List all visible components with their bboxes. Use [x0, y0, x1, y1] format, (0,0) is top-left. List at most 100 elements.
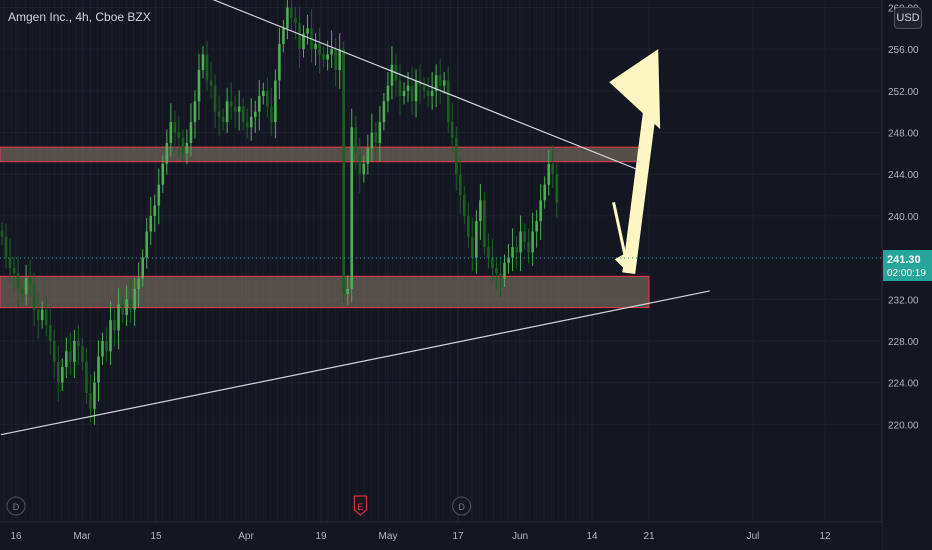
zone-1[interactable] [0, 146, 650, 163]
candle-body [262, 90, 265, 97]
time-tick-label: Jul [747, 531, 760, 542]
candle-body [193, 101, 197, 123]
candle-body [366, 148, 370, 164]
candle-body [322, 54, 325, 60]
candle-body [12, 268, 16, 274]
candle-body [153, 205, 157, 216]
candle-body [101, 340, 104, 357]
candle-body [266, 90, 269, 107]
candle-body [507, 257, 510, 263]
time-tick-label: 21 [643, 531, 655, 542]
candle-body [237, 106, 241, 112]
currency-button[interactable]: USD [894, 7, 922, 29]
candle-body [350, 127, 354, 289]
candle-body [145, 231, 149, 258]
event-marker-d[interactable]: D [6, 496, 26, 516]
trendline-1[interactable] [0, 0, 640, 171]
time-axis[interactable]: 16 Mar 15 Apr 19 May 17 Jun 14 21 Jul 12 [0, 521, 882, 550]
candle-body [362, 163, 366, 175]
candle-body [282, 28, 285, 44]
candle-body [406, 85, 410, 91]
trendlines [0, 0, 710, 436]
candle-body [479, 200, 482, 222]
candle-body [93, 382, 96, 409]
candle-body [302, 33, 305, 50]
candle-body [382, 101, 386, 123]
projection-up-head [609, 49, 661, 130]
candle-body [181, 137, 185, 154]
candle-body [354, 127, 358, 154]
candle-body [543, 184, 546, 201]
candle-body [253, 111, 257, 117]
candle-body [85, 361, 88, 394]
candle-body [52, 340, 56, 362]
candle-body [233, 106, 237, 112]
candle-body [205, 54, 209, 81]
time-tick-label: 19 [315, 531, 327, 542]
candle-body [442, 80, 446, 86]
projection-arrow [609, 49, 661, 275]
candle-body [378, 122, 382, 143]
candle-body [398, 80, 402, 97]
candle-body [169, 122, 173, 143]
candle-body [113, 320, 116, 331]
candle-body [197, 70, 201, 102]
price-tick-label: 240.00 [888, 212, 919, 223]
event-marker-d[interactable]: D [452, 496, 472, 516]
candle-body [177, 132, 181, 138]
candle-body [241, 106, 245, 123]
candle-body [358, 153, 362, 175]
candle-body [314, 43, 317, 50]
candle-body [0, 230, 4, 237]
candle-body [217, 111, 221, 117]
event-marker-e[interactable]: E [353, 495, 367, 516]
candle-body [105, 340, 108, 352]
candle-body [137, 278, 140, 289]
candle-body [306, 28, 309, 34]
candle-body [257, 96, 261, 112]
candle-body [225, 101, 229, 123]
svg-text:E: E [357, 502, 363, 512]
candle-body [386, 85, 390, 102]
candle-body [141, 257, 144, 279]
candle-body [539, 200, 542, 222]
candle-body [48, 325, 52, 341]
support-resistance-zones [0, 146, 650, 309]
time-tick-label: 16 [10, 531, 22, 542]
candle-body [370, 132, 374, 149]
candle-body [483, 200, 486, 248]
candle-body [36, 309, 40, 321]
candle-body [245, 122, 249, 128]
candle-body [274, 80, 277, 123]
candle-body [294, 17, 297, 24]
candle-body [346, 288, 350, 295]
candle-body [56, 361, 60, 383]
candle-body [24, 278, 28, 295]
svg-text:D: D [13, 502, 20, 512]
candle-body [450, 122, 454, 138]
candle-body [4, 236, 8, 258]
candle-body [77, 340, 80, 347]
candle-body [221, 116, 225, 123]
trendline-2[interactable] [0, 290, 710, 436]
candle-body [503, 262, 506, 279]
candle-body [434, 75, 438, 91]
svg-text:D: D [458, 502, 465, 512]
zone-2[interactable] [0, 275, 650, 309]
candle-body [463, 195, 466, 216]
candle-body [491, 257, 494, 268]
candle-body [515, 247, 518, 253]
candle-body [286, 7, 289, 29]
time-tick-label: 12 [819, 531, 831, 542]
price-tick-label: 220.00 [888, 420, 919, 431]
price-tick-label: 232.00 [888, 295, 919, 306]
candle-body [458, 174, 462, 196]
candle-body [189, 122, 193, 143]
candle-body [44, 309, 48, 326]
candle-body [334, 49, 337, 71]
candle-body [318, 43, 321, 55]
candle-body [8, 257, 12, 268]
price-tick-label: 248.00 [888, 129, 919, 140]
